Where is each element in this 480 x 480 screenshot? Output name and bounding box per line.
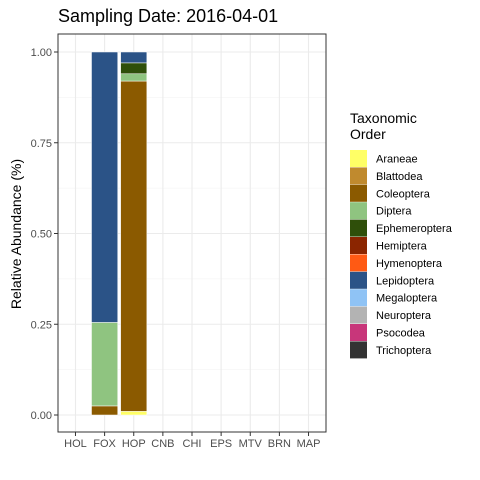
- x-tick-label-brn: BRN: [268, 438, 291, 450]
- legend-label-hymenoptera: Hymenoptera: [376, 258, 443, 270]
- legend-label-diptera: Diptera: [376, 206, 412, 218]
- legend-label-neuroptera: Neuroptera: [376, 310, 432, 322]
- bar-segment-fox-diptera: [91, 322, 118, 407]
- legend-key-diptera: [350, 202, 367, 220]
- bar-segment-hop-diptera: [120, 73, 148, 82]
- legend-label-megaloptera: Megaloptera: [376, 293, 438, 305]
- legend-label-ephemeroptera: Ephemeroptera: [376, 223, 453, 235]
- legend-key-megaloptera: [350, 289, 367, 307]
- y-tick-label: 0.75: [31, 138, 52, 150]
- legend-key-hymenoptera: [350, 254, 367, 272]
- y-tick-label: 0.25: [31, 319, 52, 331]
- chart-title: Sampling Date: 2016-04-01: [58, 6, 278, 26]
- y-tick-label: 0.50: [31, 229, 52, 241]
- x-tick-label-eps: EPS: [210, 438, 232, 450]
- bar-segment-fox-lepidoptera: [91, 51, 118, 323]
- x-tick-label-hol: HOL: [64, 438, 87, 450]
- bar-segment-hop-araneae: [120, 411, 148, 416]
- legend-title: Order: [350, 126, 386, 142]
- x-tick-label-mtv: MTV: [239, 438, 263, 450]
- bar-segment-hop-coleoptera: [120, 80, 148, 412]
- legend-key-hemiptera: [350, 237, 367, 254]
- y-axis-label: Relative Abundance (%): [8, 159, 24, 309]
- legend-key-ephemeroptera: [350, 219, 367, 237]
- legend-key-trichoptera: [350, 341, 367, 359]
- legend-label-trichoptera: Trichoptera: [376, 345, 432, 357]
- legend-key-neuroptera: [350, 306, 367, 324]
- x-tick-label-hop: HOP: [122, 438, 146, 450]
- legend-key-blattodea: [350, 167, 367, 185]
- legend-title: Taxonomic: [350, 110, 417, 126]
- plot-panel: [57, 33, 327, 433]
- legend-key-lepidoptera: [350, 271, 367, 289]
- legend-label-lepidoptera: Lepidoptera: [376, 275, 435, 287]
- legend-key-araneae: [350, 150, 367, 167]
- x-tick-label-chi: CHI: [183, 438, 202, 450]
- x-axis: HOL FOX HOP CNB CHI EPS MTV BRN MAP: [64, 432, 320, 450]
- y-tick-label: 1.00: [31, 47, 52, 59]
- y-axis: 0.00 0.25 0.50 0.75 1.00: [31, 47, 58, 422]
- legend-key-psocodea: [350, 324, 367, 341]
- x-tick-label-fox: FOX: [93, 438, 116, 450]
- legend-label-psocodea: Psocodea: [376, 328, 426, 340]
- legend-key-coleoptera: [350, 184, 367, 202]
- bar-segment-hop-ephemeroptera: [120, 62, 148, 75]
- legend-label-coleoptera: Coleoptera: [376, 188, 431, 200]
- legend-label-hemiptera: Hemiptera: [376, 241, 428, 253]
- legend-label-araneae: Araneae: [376, 154, 418, 166]
- bar-segment-hop-lepidoptera: [120, 51, 148, 64]
- bar-segment-fox-coleoptera: [91, 405, 118, 416]
- x-tick-label-cnb: CNB: [151, 438, 174, 450]
- x-tick-label-map: MAP: [297, 438, 321, 450]
- y-tick-label: 0.00: [31, 410, 52, 422]
- legend-label-blattodea: Blattodea: [376, 171, 423, 183]
